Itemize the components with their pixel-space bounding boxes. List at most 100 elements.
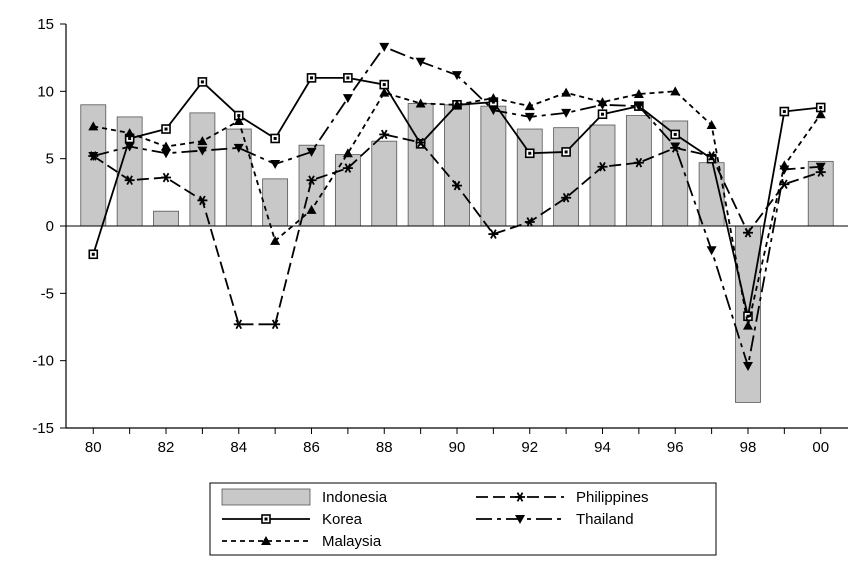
point-korea-88 [379,79,390,90]
point-thailand-87 [342,94,353,104]
point-philippines-93 [561,192,572,203]
point-malaysia-82 [161,141,172,151]
point-philippines-90 [452,180,462,191]
point-malaysia-81 [124,128,135,138]
x-tick-label: 90 [449,439,466,456]
bar-indonesia-86 [298,144,325,227]
point-korea-80 [88,249,99,260]
bar-indonesia-85 [262,178,289,227]
point-philippines-86 [306,175,317,186]
point-malaysia-83 [197,136,208,146]
x-tick-label: 84 [230,439,247,456]
y-tick-label: 10 [37,83,54,100]
point-korea-99 [779,106,790,117]
point-malaysia-97 [706,120,717,129]
bar-indonesia-82 [153,210,179,227]
y-tick-label: 0 [46,218,54,235]
legend-label-korea: Korea [322,511,363,528]
y-tick-label: 15 [37,16,54,33]
lines-layer [88,42,826,372]
point-malaysia-93 [561,87,572,97]
legend-item-korea: Korea [222,511,363,528]
x-tick-label: 82 [158,439,175,456]
point-thailand-84 [233,143,244,153]
point-thailand-95 [633,102,644,112]
bar-indonesia-95 [625,115,652,227]
point-korea-98 [743,311,753,322]
y-tick-label: -5 [41,285,54,302]
point-thailand-89 [415,57,426,67]
point-malaysia-87 [342,148,353,158]
point-malaysia-85 [270,235,281,245]
point-thailand-86 [306,147,317,157]
point-korea-85 [270,133,280,144]
bar-indonesia-98 [735,225,761,403]
point-malaysia-100 [815,109,826,119]
point-thailand-96 [670,142,681,152]
legend-item-thailand: Thailand [476,511,634,528]
x-tick-label: 96 [667,439,684,456]
point-korea-86 [306,73,317,83]
point-philippines-89 [415,137,426,148]
x-tick-label: 94 [594,439,611,456]
point-philippines-100 [815,167,826,177]
point-philippines-91 [488,229,499,239]
point-philippines-83 [197,195,208,206]
point-philippines-94 [597,161,608,172]
bar-indonesia-94 [589,124,616,227]
legend-item-philippines: Philippines [476,489,649,506]
legend-marker-malaysia [261,536,271,545]
point-thailand-98 [742,362,753,372]
legend-item-indonesia: Indonesia [221,488,388,506]
point-malaysia-95 [633,89,644,99]
point-thailand-93 [561,108,572,118]
bar-indonesia-92 [516,128,543,227]
x-tick-label: 86 [303,439,320,456]
line-malaysia [93,90,822,327]
point-thailand-80 [88,151,99,161]
y-tick-label: -10 [32,353,54,370]
legend-label-thailand: Thailand [576,511,634,528]
bars-layer [80,103,834,403]
point-philippines-92 [524,217,535,227]
point-malaysia-98 [742,320,753,330]
point-philippines-88 [379,129,390,140]
point-malaysia-91 [488,93,499,103]
bar-indonesia-90 [444,104,470,227]
point-thailand-82 [161,149,172,159]
point-korea-82 [161,124,171,134]
point-thailand-99 [779,165,790,175]
point-malaysia-90 [452,99,462,109]
point-philippines-87 [342,163,353,173]
point-korea-96 [670,129,681,140]
point-thailand-100 [815,162,826,172]
point-malaysia-84 [233,115,244,125]
x-tick-label: 98 [740,439,757,456]
point-malaysia-86 [306,204,317,214]
bar-indonesia-89 [407,103,434,227]
bar-indonesia-91 [480,105,507,227]
point-philippines-98 [742,227,753,238]
point-thailand-81 [124,142,135,152]
legend-marker-korea [261,514,271,524]
point-thailand-83 [197,146,208,156]
point-malaysia-88 [379,87,390,97]
point-thailand-88 [379,42,390,52]
point-korea-92 [524,148,535,159]
point-thailand-85 [270,160,281,170]
x-tick-label: 80 [85,439,102,456]
legend: Indonesia Korea Malaysia Philippines Thailan… [209,482,717,556]
legend-swatch-indonesia [221,488,311,506]
y-tick-label: -15 [32,420,54,437]
point-malaysia-96 [670,86,681,96]
legend-label-indonesia: Indonesia [322,489,388,506]
point-korea-87 [343,73,353,83]
point-korea-83 [197,77,208,87]
axes-layer: -15 -10 -5 0 5 10 15 80 82 84 86 88 90 92 94 96 98 00 [32,16,848,456]
bar-indonesia-88 [371,140,398,227]
legend-label-philippines: Philippines [576,489,649,506]
point-thailand-97 [706,246,717,256]
point-thailand-91 [488,106,499,116]
